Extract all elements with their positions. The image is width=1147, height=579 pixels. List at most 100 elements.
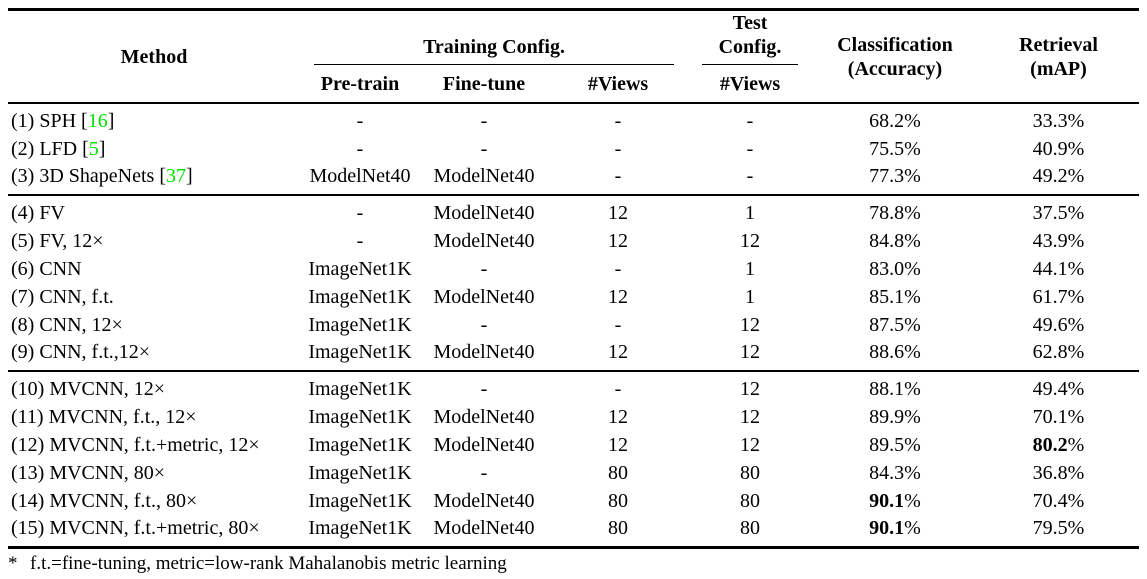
map-cell: 79.5%	[1032, 516, 1085, 539]
test-views-cell: -	[746, 137, 754, 160]
train-views-cell: 12	[608, 433, 628, 456]
test-views-cell: 80	[740, 516, 760, 539]
train-views-cell: 80	[608, 489, 628, 512]
pretrain-cell: -	[356, 229, 364, 252]
col-header-test-views: #Views	[719, 72, 781, 95]
training-config-label: Training Config.	[314, 35, 674, 65]
finetune-cell: -	[480, 378, 488, 400]
accuracy-cell: 88.6%	[869, 341, 921, 363]
test-views-cell: -	[746, 110, 754, 132]
train-views-cell: 80	[608, 461, 628, 484]
method-cell: (11) MVCNN, f.t., 12×	[11, 405, 197, 428]
train-views-cell: -	[614, 313, 622, 336]
method-cell: (1) SPH [16]	[11, 110, 115, 132]
accuracy-label: (Accuracy)	[847, 57, 943, 80]
pretrain-cell: ImageNet1K	[308, 313, 412, 336]
accuracy-cell: 89.5%	[869, 433, 921, 456]
citation-link[interactable]: 37	[165, 165, 186, 187]
table-group-baselines: (1) SPH [16] - - - - 68.2% 33.3% (2) LFD [5] - - -…	[8, 103, 1139, 195]
test-views-cell: 12	[740, 229, 760, 252]
accuracy-cell: 84.3%	[869, 461, 921, 484]
table-row: (1) SPH [16] - - - - 68.2% 33.3%	[8, 103, 1139, 135]
method-cell: (10) MVCNN, 12×	[11, 378, 166, 400]
train-views-cell: -	[614, 378, 622, 400]
table-row: (9) CNN, f.t.,12× ImageNet1K ModelNet40 12 1…	[8, 339, 1139, 371]
accuracy-cell: 75.5%	[869, 137, 921, 160]
col-group-test-config: Test Config.	[688, 10, 812, 65]
table-row: (8) CNN, 12× ImageNet1K - - 12 87.5% 49.6%	[8, 311, 1139, 339]
train-views-cell: -	[614, 137, 622, 160]
test-views-cell: 12	[740, 378, 760, 400]
accuracy-cell: 85.1%	[869, 285, 921, 308]
pretrain-cell: ImageNet1K	[308, 516, 412, 539]
method-cell: (4) FV	[11, 202, 65, 224]
finetune-cell: ModelNet40	[433, 433, 535, 456]
table-group-mvcnn: (10) MVCNN, 12× ImageNet1K - -12 88.1% 49.4%(…	[8, 371, 1139, 547]
footnote-text: f.t.=fine-tuning, metric=low-rank Mahala…	[30, 552, 507, 574]
test-views-cell: 12	[740, 405, 760, 428]
header-row-subcolumns: Pre-train Fine-tune #Views #Views	[8, 65, 1139, 103]
col-header-pretrain: Pre-train	[320, 72, 400, 95]
table-row: (6) CNN ImageNet1K - - 1 83.0% 44.1%	[8, 255, 1139, 283]
accuracy-cell: 77.3%	[869, 165, 921, 187]
finetune-cell: -	[480, 313, 488, 336]
pretrain-cell: ModelNet40	[309, 165, 411, 187]
col-header-finetune: Fine-tune	[442, 72, 526, 95]
test-views-cell: 12	[740, 341, 760, 363]
map-cell: 44.1%	[1032, 257, 1085, 280]
col-header-classification: Classification (Accuracy)	[812, 10, 978, 104]
map-cell: 70.4%	[1032, 489, 1085, 512]
table-row: (11) MVCNN, f.t., 12× ImageNet1K ModelNet4…	[8, 403, 1139, 431]
table-row: (7) CNN, f.t. ImageNet1K ModelNet40 12 1 85.1…	[8, 283, 1139, 311]
train-views-cell: 12	[608, 341, 628, 363]
citation-link[interactable]: 5	[88, 137, 99, 160]
test-views-cell: 1	[745, 202, 755, 224]
finetune-cell: ModelNet40	[433, 405, 535, 428]
train-views-cell: -	[614, 165, 622, 187]
accuracy-cell: 83.0%	[869, 257, 921, 280]
map-cell: 70.1%	[1032, 405, 1085, 428]
finetune-cell: -	[480, 137, 488, 160]
col-header-retrieval: Retrieval (mAP)	[978, 10, 1139, 104]
method-cell: (2) LFD [5]	[11, 137, 106, 160]
accuracy-cell: 89.9%	[869, 405, 921, 428]
map-cell: 40.9%	[1032, 137, 1085, 160]
map-cell: 49.2%	[1032, 165, 1085, 187]
method-cell: (9) CNN, f.t.,12×	[11, 341, 151, 363]
finetune-cell: ModelNet40	[433, 202, 535, 224]
finetune-cell: ModelNet40	[433, 341, 535, 363]
classification-label: Classification	[837, 33, 953, 56]
map-cell: 80.2%	[1032, 433, 1085, 456]
method-cell: (12) MVCNN, f.t.+metric, 12×	[11, 433, 260, 456]
table-row: (4) FV - ModelNet40 12 1 78.8% 37.5%	[8, 195, 1139, 227]
pretrain-cell: ImageNet1K	[308, 433, 412, 456]
method-cell: (15) MVCNN, f.t.+metric, 80×	[11, 516, 260, 539]
table-row: (14) MVCNN, f.t., 80× ImageNet1K ModelNet4…	[8, 487, 1139, 515]
accuracy-cell: 90.1%	[869, 516, 921, 539]
pretrain-cell: ImageNet1K	[308, 378, 412, 400]
col-header-method: Method	[120, 45, 188, 68]
finetune-cell: ModelNet40	[433, 516, 535, 539]
method-cell: (7) CNN, f.t.	[11, 285, 114, 308]
method-cell: (13) MVCNN, 80×	[11, 461, 166, 484]
map-cell: 37.5%	[1032, 202, 1085, 224]
finetune-cell: -	[480, 461, 488, 484]
pretrain-cell: -	[356, 110, 364, 132]
col-group-training-config: Training Config.	[300, 10, 688, 65]
table-header: Method Training Config. Test Config. Cla…	[8, 10, 1139, 103]
train-views-cell: 12	[608, 285, 628, 308]
test-views-cell: 12	[740, 433, 760, 456]
col-header-train-views: #Views	[587, 72, 649, 95]
finetune-cell: ModelNet40	[433, 489, 535, 512]
header-row-groups: Method Training Config. Test Config. Cla…	[8, 10, 1139, 80]
citation-link[interactable]: 16	[87, 110, 108, 132]
table-row: (3) 3D ShapeNets [37] ModelNet40 ModelNet4…	[8, 163, 1139, 195]
table-footnote: * f.t.=fine-tuning, metric=low-rank Mahal…	[8, 553, 1147, 575]
test-views-cell: 12	[740, 313, 760, 336]
table-row: (13) MVCNN, 80× ImageNet1K - 80 80 84.3% 36.8%	[8, 459, 1139, 487]
map-cell: 36.8%	[1032, 461, 1085, 484]
footnote-marker: *	[8, 552, 18, 574]
test-views-cell: -	[746, 165, 754, 187]
retrieval-label: Retrieval	[1019, 33, 1098, 56]
map-cell: 43.9%	[1032, 229, 1085, 252]
